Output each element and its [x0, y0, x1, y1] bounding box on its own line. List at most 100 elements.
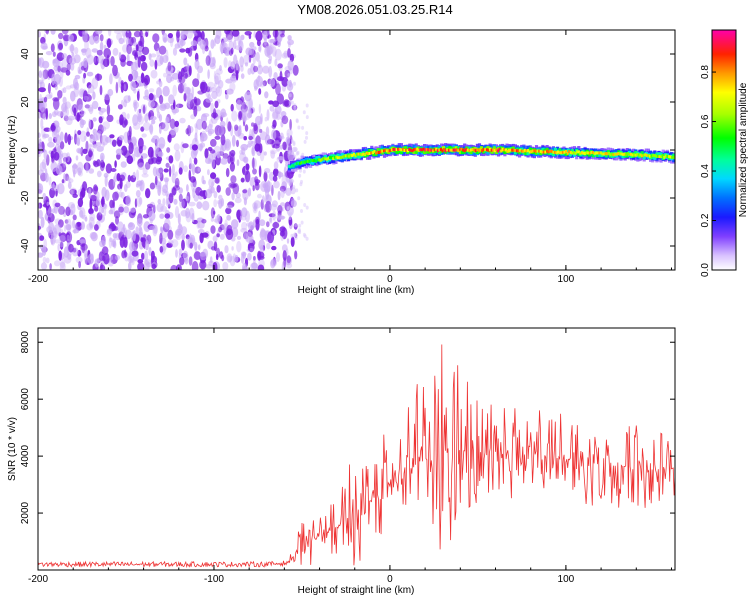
colorbar-tick-label: 0.6 [700, 114, 711, 128]
trace-core [612, 153, 615, 157]
noise-speckle [166, 242, 173, 248]
noise-speckle [241, 147, 246, 156]
noise-speckle [174, 43, 180, 49]
noise-speckle [257, 264, 265, 270]
noise-speckle [238, 125, 242, 131]
trace-halo-inner [566, 148, 570, 155]
noise-speckle [273, 180, 280, 189]
noise-speckle [249, 41, 255, 48]
snr-line [38, 344, 675, 569]
noise-speckle [155, 184, 160, 190]
noise-speckle [283, 50, 289, 58]
noise-speckle [40, 262, 48, 270]
trace-halo-inner [395, 148, 399, 155]
noise-speckle [278, 170, 282, 180]
noise-speckle [283, 257, 287, 268]
noise-speckle [215, 253, 219, 261]
noise-speckle [89, 232, 97, 240]
noise-speckle [207, 69, 210, 80]
noise-speckle [191, 212, 195, 223]
noise-speckle [104, 94, 110, 106]
noise-speckle [214, 34, 221, 45]
noise-speckle [265, 188, 270, 200]
noise-speckle [125, 30, 132, 39]
noise-speckle [248, 47, 255, 56]
noise-speckle [143, 250, 149, 262]
noise-speckle [196, 201, 203, 209]
noise-speckle [226, 204, 233, 209]
noise-speckle [101, 126, 107, 132]
noise-speckle [92, 160, 97, 166]
noise-speckle [61, 179, 65, 184]
noise-speckle [210, 172, 217, 180]
noise-speckle [109, 73, 113, 85]
noise-speckle [184, 86, 191, 95]
noise-speckle [82, 31, 88, 43]
noise-speckle [274, 48, 282, 61]
noise-speckle [42, 192, 47, 201]
noise-speckle [124, 227, 128, 240]
noise-speckle [54, 239, 61, 244]
trace-core [381, 149, 384, 153]
noise-speckle [80, 221, 86, 230]
noise-speckle [222, 153, 229, 160]
trace-core [365, 151, 368, 155]
noise-speckle [129, 258, 134, 264]
noise-speckle [135, 183, 140, 188]
noise-speckle [266, 221, 270, 228]
trace-core [555, 151, 558, 155]
noise-speckle [59, 240, 64, 248]
noise-speckle [103, 207, 107, 217]
noise-speckle [152, 166, 158, 177]
trace-core [593, 152, 596, 156]
noise-speckle [208, 260, 215, 267]
noise-speckle [149, 123, 154, 135]
noise-speckle [279, 132, 284, 140]
noise-speckle [235, 97, 243, 105]
trace-core [416, 147, 419, 151]
trace-core [504, 148, 507, 152]
trace-core [449, 148, 452, 152]
noise-speckle [45, 257, 50, 264]
noise-speckle [159, 246, 164, 253]
noise-speckle [136, 169, 139, 181]
trace-core [650, 154, 653, 158]
trace-core [444, 149, 447, 153]
noise-speckle [234, 254, 239, 263]
noise-speckle [79, 239, 87, 244]
noise-speckle [199, 251, 207, 261]
noise-speckle [181, 239, 185, 251]
noise-speckle [214, 75, 219, 85]
trace-core [471, 148, 474, 152]
noise-speckle [140, 237, 144, 243]
noise-speckle [128, 73, 133, 82]
trace-core [310, 158, 313, 162]
noise-speckle [129, 207, 136, 213]
noise-speckle [258, 88, 262, 95]
colorbar-tick-label: 0.8 [700, 65, 711, 79]
noise-speckle [92, 117, 97, 122]
trace-core [477, 148, 481, 152]
noise-speckle [120, 161, 127, 168]
noise-speckle [145, 31, 149, 38]
noise-speckle [274, 137, 281, 147]
colorbar-frame [711, 29, 737, 271]
noise-speckle [41, 60, 50, 69]
noise-speckle [136, 90, 140, 102]
trace-core [664, 154, 667, 158]
noise-speckle [215, 86, 221, 94]
trace-core [327, 156, 330, 160]
noise-speckle [279, 215, 285, 220]
noise-speckle [159, 94, 164, 105]
noise-speckle [43, 149, 48, 160]
noise-speckle [196, 118, 203, 130]
noise-speckle [240, 253, 245, 264]
noise-speckle [79, 190, 84, 201]
noise-speckle [58, 235, 66, 242]
noise-speckle [118, 206, 124, 213]
noise-speckle [287, 73, 291, 77]
trace-core [378, 151, 381, 154]
noise-speckle [93, 35, 100, 44]
trace-core [591, 151, 595, 154]
noise-speckle [162, 85, 170, 97]
